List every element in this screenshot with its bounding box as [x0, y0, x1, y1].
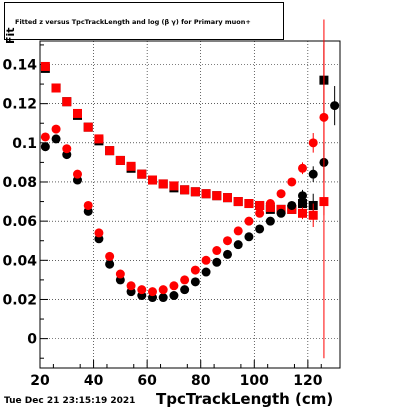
data-point: [255, 200, 265, 210]
data-point: [51, 83, 61, 93]
data-point: [255, 224, 265, 234]
data-point: [308, 169, 318, 179]
y-tick-label: 0.06: [2, 214, 37, 230]
data-point: [319, 112, 329, 122]
data-point: [169, 291, 179, 301]
data-point: [115, 269, 125, 279]
y-tick-label: 0.02: [2, 292, 37, 308]
data-point: [212, 246, 222, 256]
y-tick-label: 0.12: [2, 97, 37, 113]
data-point: [233, 197, 243, 207]
axis-ticks: 20 40 60 80 100 120 0 0.02 0.04 0.06 0.08 0.1 0.12 0.…: [2, 44, 323, 389]
chart-title: Fitted z versus TpcTrackLength and log (…: [15, 18, 251, 26]
data-point: [115, 155, 125, 165]
data-point: [137, 285, 147, 295]
data-point: [233, 226, 243, 236]
plot-frame: [39, 40, 341, 369]
x-tick-label: 40: [84, 373, 104, 389]
data-point: [62, 144, 72, 154]
data-point: [276, 208, 286, 218]
data-point: [180, 185, 190, 195]
data-point: [105, 146, 115, 156]
data-point: [244, 199, 254, 209]
y-axis-label: Fit: [4, 27, 17, 44]
data-point: [62, 97, 72, 107]
data-point: [255, 208, 265, 218]
data-point: [158, 293, 168, 303]
data-point: [223, 236, 232, 246]
y-tick-label: 0.14: [2, 57, 37, 73]
data-point: [180, 285, 190, 295]
data-point: [276, 189, 286, 199]
data-point: [169, 281, 179, 291]
data-point: [83, 200, 93, 210]
data-point: [244, 232, 254, 242]
data-point: [265, 216, 275, 226]
x-tick-label: 60: [137, 373, 157, 389]
timestamp: Tue Dec 21 23:15:19 2021: [4, 396, 136, 406]
data-point: [105, 251, 115, 261]
data-point: [298, 191, 307, 201]
data-point: [40, 61, 50, 71]
data-point: [126, 281, 136, 291]
data-point: [40, 142, 50, 152]
data-point: [73, 169, 82, 179]
data-point: [105, 259, 115, 269]
x-tick-label: 100: [240, 373, 269, 389]
data-point: [83, 122, 93, 132]
data-point: [137, 169, 147, 179]
y-tick-label: 0.1: [12, 136, 37, 152]
data-point: [265, 199, 275, 209]
data-point: [180, 275, 190, 285]
series-1: [40, 44, 329, 359]
data-point: [233, 240, 243, 250]
data-point: [201, 267, 211, 277]
y-tick-label: 0.04: [2, 253, 37, 269]
y-tick-label: 0: [27, 332, 37, 348]
data-point: [298, 208, 307, 218]
data-point: [158, 285, 168, 295]
x-tick-label: 120: [293, 373, 322, 389]
data-point: [190, 187, 200, 197]
data-point: [212, 257, 222, 267]
x-tick-label: 80: [191, 373, 211, 389]
data-point: [190, 265, 200, 275]
data-point: [287, 200, 297, 210]
data-point: [94, 134, 104, 144]
series-3: [40, 19, 329, 297]
data-point: [308, 210, 318, 220]
data-point: [148, 175, 157, 185]
x-tick-label: 20: [30, 373, 50, 389]
data-point: [73, 108, 82, 118]
data-point: [298, 163, 307, 173]
data-point: [212, 191, 222, 201]
data-point: [169, 181, 179, 191]
data-point: [148, 287, 157, 297]
data-point: [94, 228, 104, 238]
y-tick-label: 0.08: [2, 175, 37, 191]
data-point: [126, 161, 136, 171]
data-point: [223, 193, 232, 203]
data-series: [40, 19, 340, 359]
data-point: [201, 255, 211, 265]
data-point: [244, 216, 254, 226]
title-box: Fitted z versus TpcTrackLength and log (…: [4, 2, 284, 40]
x-axis-label: TpcTrackLength (cm): [156, 390, 334, 408]
data-point: [40, 132, 50, 142]
data-point: [330, 101, 340, 111]
data-point: [287, 177, 297, 187]
data-point: [51, 124, 61, 134]
data-point: [190, 277, 200, 287]
data-point: [298, 199, 307, 209]
data-point: [158, 179, 168, 189]
data-point: [51, 134, 61, 144]
series-2: [40, 86, 340, 303]
data-point: [201, 189, 211, 199]
data-point: [308, 138, 318, 148]
data-point: [223, 249, 232, 259]
